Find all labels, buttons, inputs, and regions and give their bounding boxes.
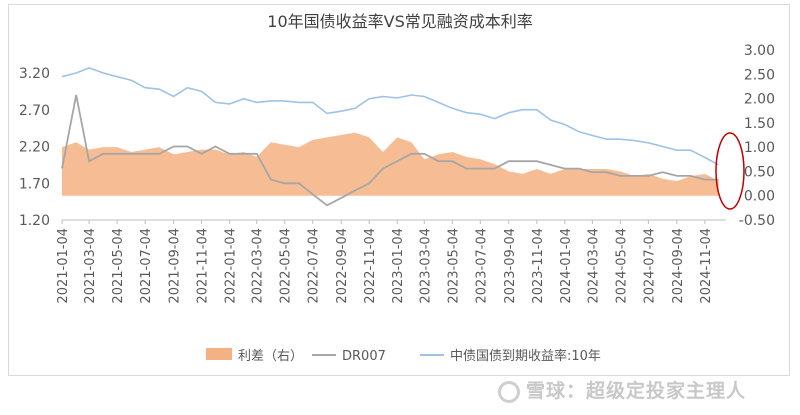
watermark-text: 雪球：超级定投家主理人 bbox=[526, 380, 747, 402]
line-layer bbox=[61, 67, 720, 207]
x-tick-label: 2024-05-04 bbox=[614, 228, 629, 304]
x-tick-label: 2022-07-04 bbox=[307, 228, 322, 304]
x-tick-label: 2024-03-04 bbox=[586, 228, 601, 304]
axis-layer: 3.20 2.70 2.20 1.70 1.20 3.00 2.50 2.00 1.50 1.00… bbox=[19, 43, 775, 304]
left-tick-label: 2.70 bbox=[19, 103, 50, 119]
left-tick-label: 1.70 bbox=[19, 176, 50, 192]
right-tick-label: 1.50 bbox=[744, 116, 775, 132]
x-tick-label: 2021-03-04 bbox=[83, 228, 98, 304]
right-tick-label: 2.50 bbox=[744, 67, 775, 83]
chart-title: 10年国债收益率VS常见融资成本利率 bbox=[267, 12, 532, 31]
watermark: 雪球：超级定投家主理人 bbox=[498, 376, 746, 406]
x-tick-label: 2023-09-04 bbox=[503, 228, 518, 304]
right-tick-label: 0.50 bbox=[744, 164, 775, 180]
x-tick-label: 2022-05-04 bbox=[279, 228, 294, 304]
x-tick-label: 2023-01-04 bbox=[391, 228, 406, 304]
legend-label: 中债国债到期收益率:10年 bbox=[450, 348, 601, 364]
x-tick-label: 2022-11-04 bbox=[363, 228, 378, 304]
x-tick-label: 2024-11-04 bbox=[699, 228, 714, 304]
left-tick-label: 3.20 bbox=[19, 66, 50, 82]
x-tick-label: 2022-01-04 bbox=[224, 228, 239, 304]
highlight-circle bbox=[715, 132, 745, 210]
x-tick-label: 2021-01-04 bbox=[56, 228, 71, 304]
snowball-logo-icon bbox=[498, 380, 520, 403]
x-tick-label: 2024-07-04 bbox=[642, 228, 657, 304]
right-tick-label: 3.00 bbox=[744, 43, 775, 59]
left-tick-label: 2.20 bbox=[19, 140, 50, 156]
legend-label: 利差（右） bbox=[238, 349, 303, 364]
x-tick-label: 2021-05-04 bbox=[111, 228, 126, 304]
left-tick-label: 1.20 bbox=[19, 213, 50, 229]
x-tick-label: 2021-07-04 bbox=[139, 228, 154, 304]
right-tick-label: 0.00 bbox=[744, 189, 775, 205]
right-tick-label: 1.00 bbox=[744, 140, 775, 156]
legend-swatch-area bbox=[206, 348, 232, 360]
chart-frame bbox=[8, 4, 790, 376]
series-line-1 bbox=[61, 94, 719, 207]
x-tick-label: 2023-07-04 bbox=[474, 228, 489, 304]
x-tick-label: 2023-11-04 bbox=[531, 228, 546, 304]
x-tick-label: 2022-03-04 bbox=[251, 228, 266, 304]
x-tick-label: 2024-09-04 bbox=[671, 228, 686, 304]
legend-label: DR007 bbox=[342, 349, 386, 364]
x-tick-label: 2024-01-04 bbox=[559, 228, 574, 304]
x-tick-label: 2023-05-04 bbox=[446, 228, 461, 304]
x-tick-label: 2021-09-04 bbox=[168, 228, 183, 304]
x-tick-label: 2022-09-04 bbox=[335, 228, 350, 304]
series-line-2 bbox=[61, 67, 720, 166]
legend: 利差（右） DR007 中债国债到期收益率:10年 bbox=[206, 348, 601, 364]
x-tick-label: 2023-03-04 bbox=[418, 228, 433, 304]
right-tick-label: -0.50 bbox=[739, 213, 775, 229]
x-tick-label: 2021-11-04 bbox=[196, 228, 211, 304]
right-tick-label: 2.00 bbox=[744, 92, 775, 108]
